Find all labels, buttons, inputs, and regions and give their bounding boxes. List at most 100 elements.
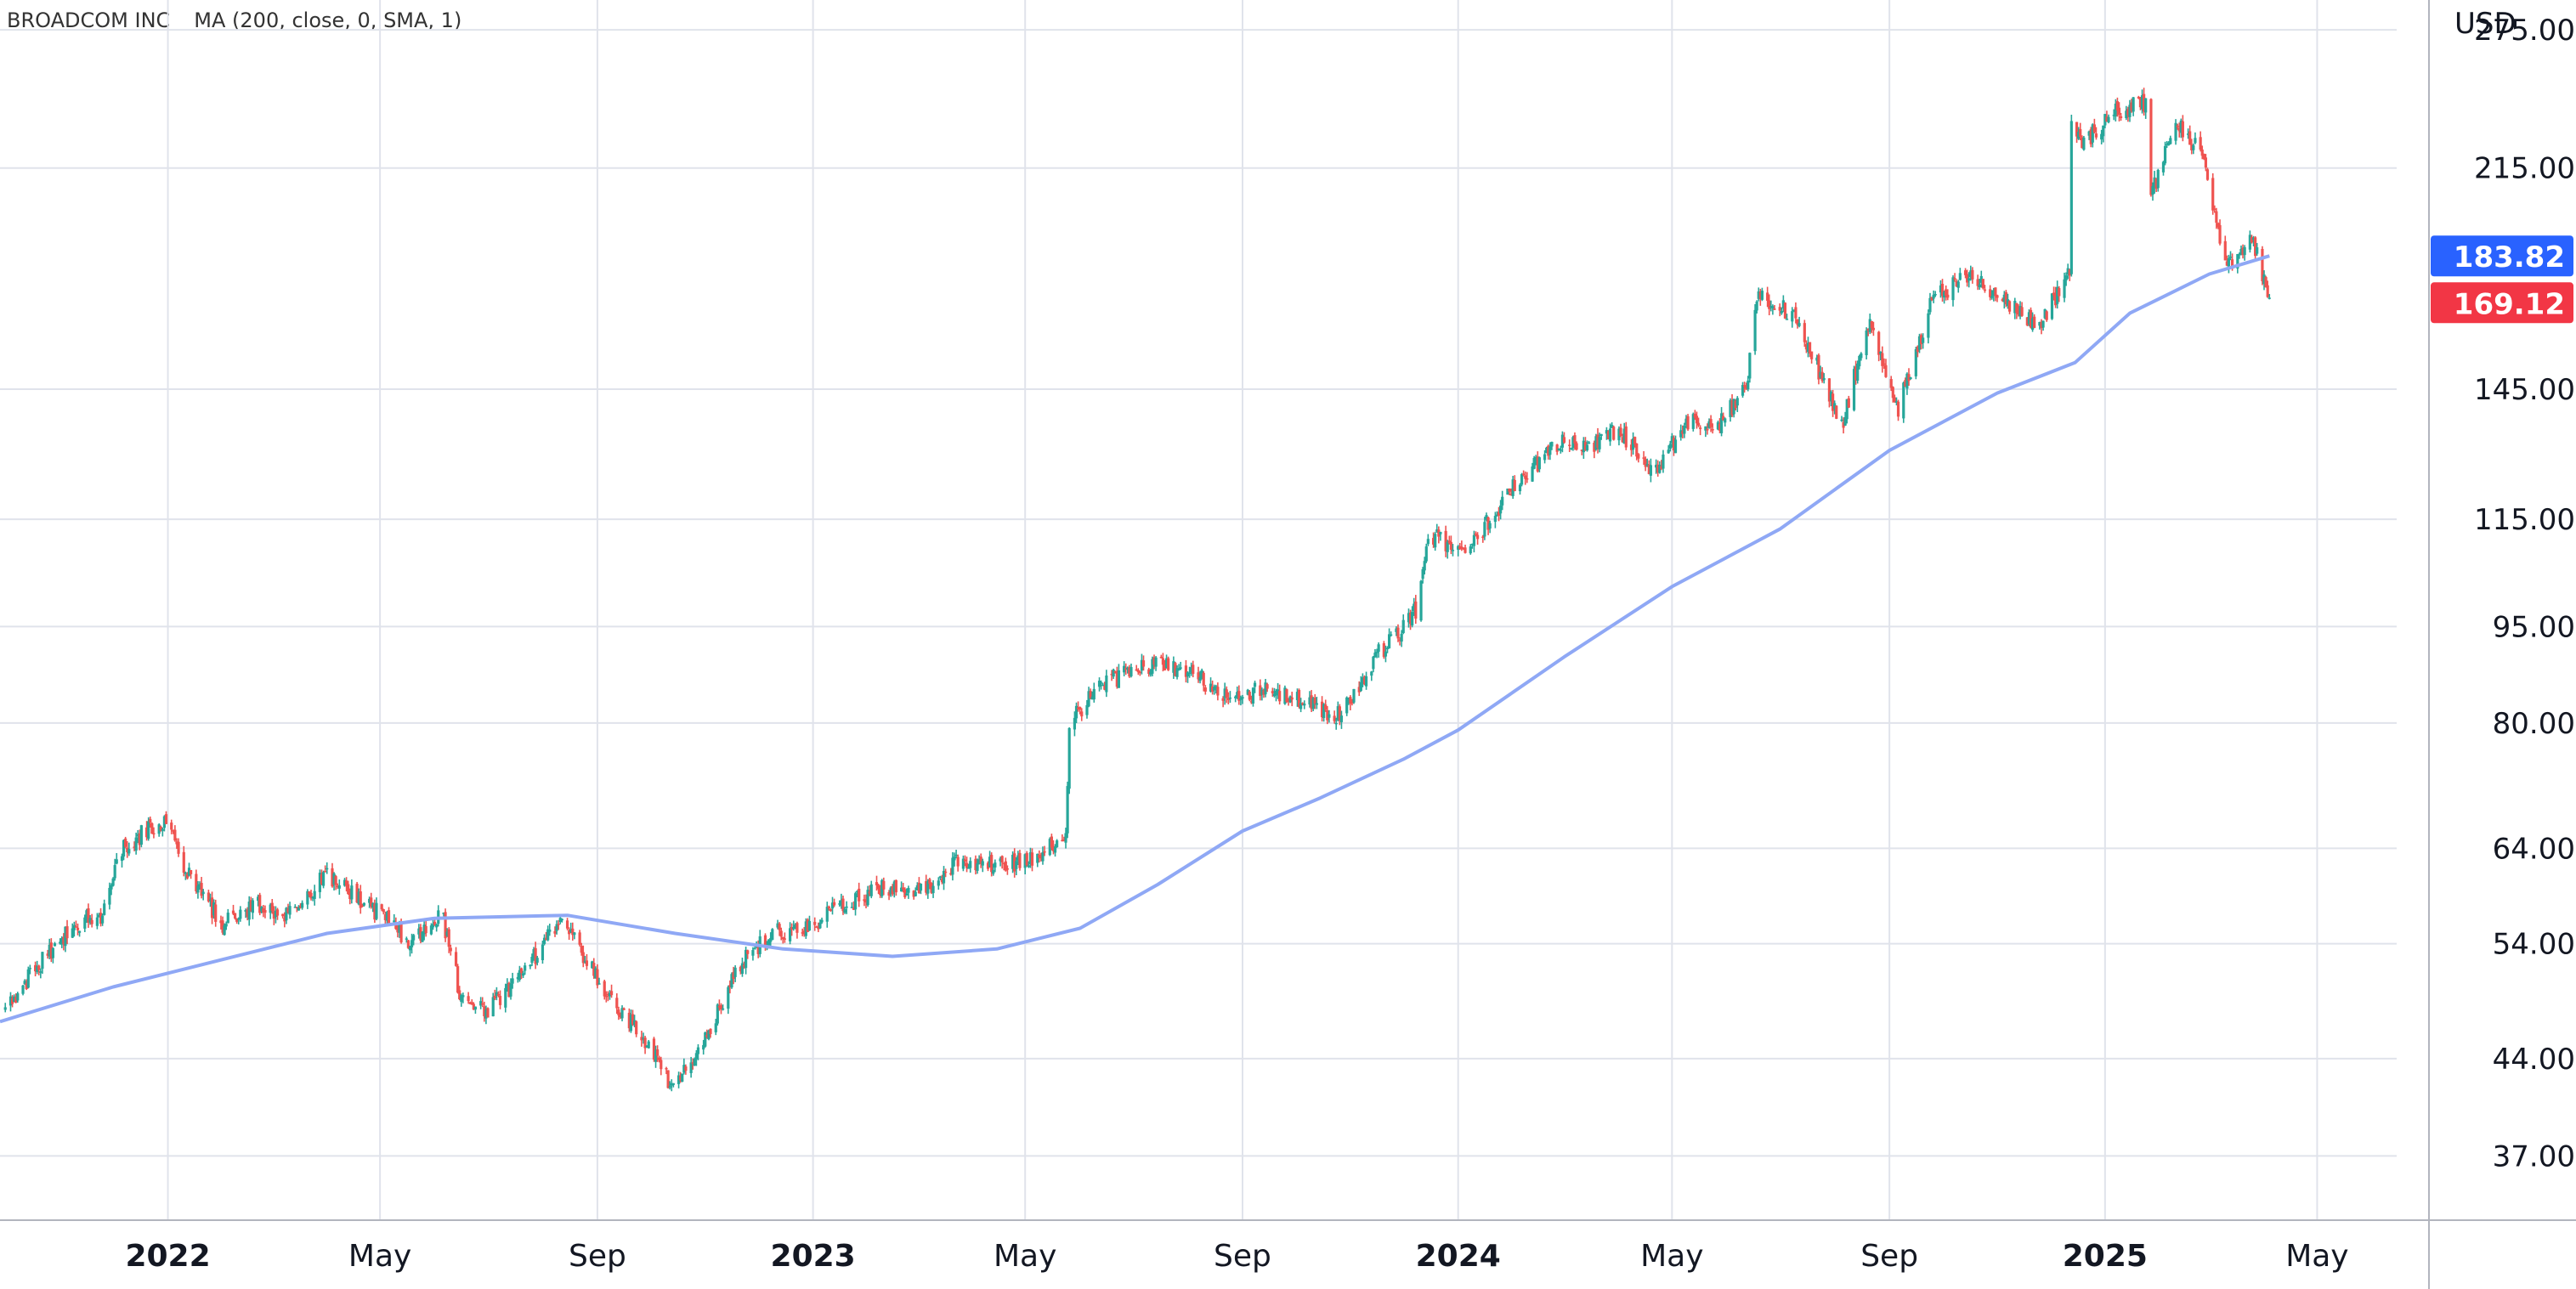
candle-body	[1334, 722, 1338, 725]
candle-body	[1866, 328, 1870, 331]
candle-body	[1520, 474, 1524, 485]
candle-body	[360, 905, 364, 907]
candle-up	[504, 983, 507, 1013]
candle-up	[1260, 687, 1264, 701]
candle-down	[1536, 451, 1539, 473]
candle-body	[308, 891, 311, 895]
candle-up	[1451, 544, 1455, 557]
y-tick-label: 54.00	[2493, 928, 2575, 962]
candle-body	[1990, 296, 1994, 298]
candle-down	[1562, 432, 1566, 444]
candle-body	[912, 890, 915, 897]
candle-body	[421, 931, 424, 942]
candle-down	[1513, 475, 1516, 492]
candle-body	[961, 858, 965, 869]
candle-down	[928, 877, 931, 890]
candle-up	[113, 858, 116, 881]
candle-body	[631, 1014, 635, 1025]
candle-down	[965, 857, 969, 873]
candle-up	[134, 832, 138, 855]
candle-down	[1326, 706, 1329, 725]
candle-up	[223, 923, 226, 936]
candle-body	[755, 946, 758, 948]
candle-body	[1644, 459, 1647, 467]
candle-down	[801, 928, 804, 936]
candle-body	[1435, 529, 1439, 532]
candle-body	[331, 868, 334, 887]
candle-body	[2225, 261, 2228, 266]
candle-up	[2027, 309, 2031, 327]
candle-down	[1672, 435, 1676, 456]
candle-body	[1884, 365, 1888, 377]
candle-body	[609, 991, 614, 996]
candle-body	[1328, 714, 1331, 718]
candle-body	[224, 924, 228, 927]
candle-up	[825, 902, 829, 928]
candle-up	[2063, 272, 2066, 302]
candle-up	[1228, 691, 1232, 704]
candle-down	[2004, 290, 2007, 308]
candle-up	[518, 965, 522, 982]
candle-up	[212, 899, 216, 919]
candle-down	[2176, 123, 2179, 130]
candle-body	[8, 996, 13, 1006]
candle-body	[2238, 253, 2241, 256]
candle-down	[1414, 595, 1418, 625]
candle-up	[693, 1057, 696, 1066]
candle-up	[1571, 435, 1575, 451]
candle-body	[864, 900, 868, 903]
candle-body	[77, 930, 82, 933]
candle-down	[1877, 331, 1881, 362]
candle-up	[1617, 426, 1621, 446]
candle-up	[274, 906, 278, 924]
candle-body	[1129, 667, 1133, 676]
candle-down	[1803, 319, 1806, 348]
candle-down	[1437, 526, 1441, 544]
candle-body	[1414, 601, 1418, 619]
candle-body	[1870, 320, 1873, 329]
candle-up	[999, 857, 1002, 867]
candle-down	[882, 877, 886, 896]
candle-body	[2199, 137, 2202, 150]
candle-body	[518, 970, 522, 981]
candle-body	[76, 927, 80, 930]
candle-body	[1894, 401, 1899, 403]
candle-down	[1783, 302, 1787, 319]
candle-body	[1783, 302, 1787, 319]
candle-down	[1808, 342, 1812, 358]
candle-down	[1847, 395, 1850, 409]
candle-down	[1870, 320, 1873, 334]
candle-down	[2213, 205, 2216, 213]
candle-up	[127, 842, 131, 857]
y-tick-label: 37.00	[2493, 1139, 2575, 1173]
candle-body	[1896, 401, 1900, 417]
candle-body	[845, 906, 848, 908]
candle-body	[1747, 380, 1750, 390]
candle-body	[963, 859, 967, 862]
candle-up	[843, 907, 846, 914]
candle-body	[1202, 672, 1205, 686]
candle-up	[1582, 437, 1585, 459]
candle-body	[1953, 278, 1956, 280]
candle-down	[1681, 425, 1684, 438]
candle-up	[1469, 544, 1472, 555]
candle-body	[2064, 275, 2068, 280]
candle-body	[2043, 308, 2047, 319]
candle-body	[150, 823, 154, 834]
candle-up	[573, 931, 576, 940]
candle-body	[445, 931, 449, 936]
candle-body	[2126, 109, 2130, 116]
candle-body	[495, 992, 498, 996]
candle-body	[309, 892, 313, 899]
candle-body	[938, 876, 942, 879]
candle-down	[355, 881, 359, 903]
candle-body	[1537, 457, 1541, 470]
candle-up	[694, 1049, 698, 1066]
candle-body	[177, 841, 180, 854]
candle-body	[852, 907, 856, 910]
candle-up	[1956, 280, 1960, 293]
candle-down	[739, 965, 742, 975]
candle-body	[1568, 444, 1571, 446]
candle-body	[670, 1083, 673, 1086]
candle-down	[173, 825, 177, 842]
